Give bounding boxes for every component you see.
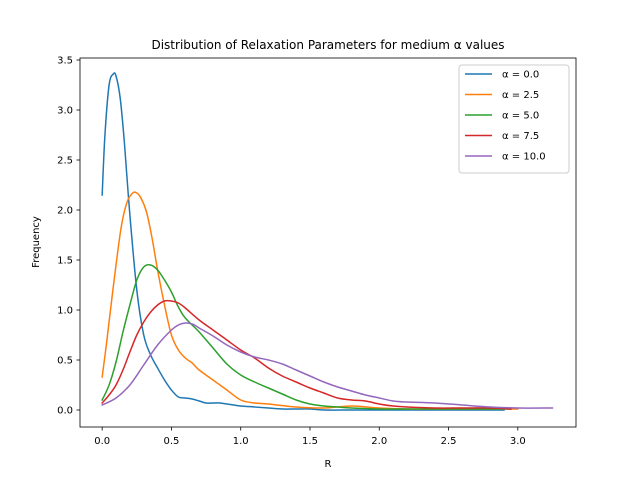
series-line-2 (101, 191, 519, 410)
x-tick-label: 1.5 (302, 436, 318, 447)
legend-label: α = 5.0 (502, 111, 539, 122)
y-tick-label: 2.0 (57, 206, 73, 217)
series-line-3 (101, 264, 512, 410)
y-tick-label: 3.5 (57, 56, 73, 67)
y-tick-label: 2.5 (57, 156, 73, 167)
y-axis-label: Frequency (31, 216, 42, 268)
legend-box (458, 64, 570, 174)
x-tick-label: 1.0 (233, 436, 249, 447)
plot-frame (79, 57, 577, 428)
y-tick-label: 1.0 (57, 306, 73, 317)
legend: α = 0.0 α = 2.5 α = 5.0 α = 7.5 α = 10.0 (458, 64, 570, 174)
x-tick-label: 2.0 (371, 436, 387, 447)
series-line-5 (101, 322, 554, 409)
legend-entries: α = 0.0 α = 2.5 α = 5.0 α = 7.5 α = 10.0 (465, 70, 546, 163)
y-tick-label: 0.0 (57, 406, 73, 417)
chart-title: Distribution of Relaxation Parameters fo… (151, 38, 504, 52)
x-axis-label: R (325, 459, 332, 470)
legend-label: α = 7.5 (502, 131, 539, 142)
x-tick-label: 0.5 (163, 436, 179, 447)
x-tick-label: 3.0 (510, 436, 526, 447)
series-line-4 (101, 299, 512, 410)
y-tick-label: 3.0 (57, 106, 73, 117)
x-tick-label: 0.0 (94, 436, 110, 447)
legend-label: α = 0.0 (502, 70, 539, 81)
series-line-1 (101, 72, 505, 411)
tick-layer: 0.0 0.5 1.0 1.5 2.0 2.5 3.0 0.0 0.5 1.0 1.5 2.0 2.5 3… (57, 56, 526, 448)
legend-label: α = 2.5 (502, 90, 539, 101)
y-tick-label: 0.5 (57, 356, 73, 367)
x-tick-label: 2.5 (441, 436, 457, 447)
series-layer (101, 72, 554, 411)
legend-label: α = 10.0 (502, 152, 546, 163)
y-tick-label: 1.5 (57, 256, 73, 267)
